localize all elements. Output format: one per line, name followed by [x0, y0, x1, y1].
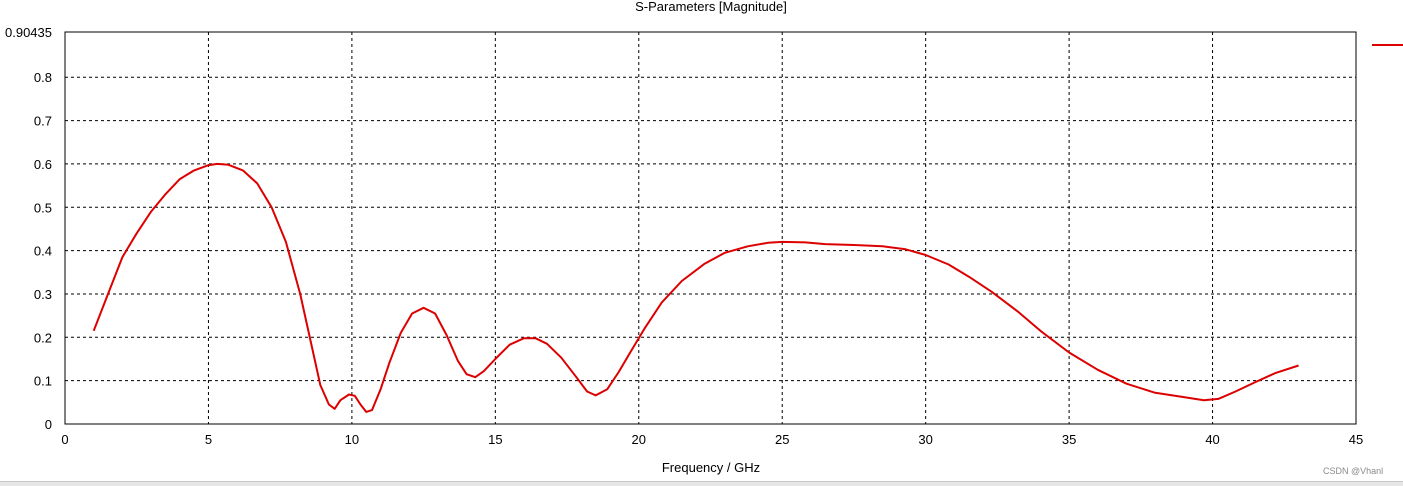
x-tick-label: 5 — [205, 432, 212, 447]
y-tick-label: 0.6 — [34, 157, 52, 172]
y-tick-label: 0.1 — [34, 374, 52, 389]
y-tick-label: 0.2 — [34, 330, 52, 345]
grid — [65, 32, 1356, 424]
window-bottom-edge — [0, 481, 1403, 486]
y-tick-label: 0.5 — [34, 200, 52, 215]
x-tick-label: 30 — [918, 432, 932, 447]
y-tick-label: 0 — [45, 417, 52, 432]
x-tick-label: 45 — [1349, 432, 1363, 447]
x-axis-label: Frequency / GHz — [662, 460, 760, 475]
tick-labels: 0 5 10 15 20 25 30 35 40 45 0 0.1 0.2 0.3 0.4 0.5 0.6 0.7… — [5, 25, 1363, 447]
x-tick-label: 20 — [632, 432, 646, 447]
x-tick-label: 40 — [1205, 432, 1219, 447]
x-tick-label: 15 — [488, 432, 502, 447]
x-tick-label: 0 — [61, 432, 68, 447]
x-tick-label: 10 — [345, 432, 359, 447]
chart-title: S-Parameters [Magnitude] — [635, 0, 787, 14]
series-line — [92, 162, 1299, 413]
y-tick-label: 0.8 — [34, 70, 52, 85]
y-tick-label: 0.90435 — [5, 25, 52, 40]
y-tick-label: 0.4 — [34, 244, 52, 259]
plot-area — [64, 31, 1357, 425]
y-tick-label: 0.3 — [34, 287, 52, 302]
y-tick-label: 0.7 — [34, 114, 52, 129]
watermark: CSDN @Vhanl — [1323, 466, 1383, 476]
x-tick-label: 35 — [1062, 432, 1076, 447]
x-tick-label: 25 — [775, 432, 789, 447]
